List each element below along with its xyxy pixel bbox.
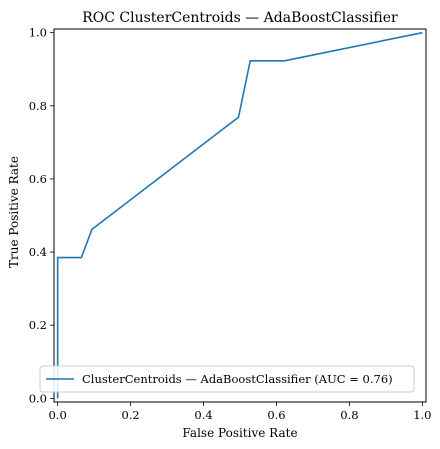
y-tick-label: 1.0	[29, 26, 47, 40]
y-axis-ticks: 0.0 0.2 0.4 0.6 0.8 1.0	[29, 26, 54, 405]
y-tick-label: 0.6	[29, 172, 47, 186]
y-axis-label: True Positive Rate	[7, 156, 21, 268]
legend-label: ClusterCentroids — AdaBoostClassifier (A…	[82, 372, 393, 386]
y-tick-label: 0.4	[29, 245, 47, 259]
y-tick-label: 0.2	[29, 318, 47, 332]
legend-box	[39, 365, 415, 393]
x-axis-ticks: 0.0 0.2 0.4 0.6 0.8 1.0	[48, 402, 432, 422]
x-tick-label: 1.0	[413, 408, 431, 422]
axes-frame	[53, 28, 427, 403]
roc-curve-line	[56, 31, 423, 399]
x-tick-label: 0.8	[340, 408, 358, 422]
legend: ClusterCentroids — AdaBoostClassifier (A…	[39, 365, 415, 393]
x-tick-label: 0.4	[194, 408, 212, 422]
chart-title: ROC ClusterCentroids — AdaBoostClassifie…	[82, 10, 398, 26]
y-tick-label: 0.8	[29, 99, 47, 113]
x-axis-label: False Positive Rate	[182, 426, 297, 440]
plot-area	[53, 28, 427, 403]
x-tick-label: 0.2	[121, 408, 139, 422]
x-tick-label: 0.6	[267, 408, 285, 422]
x-tick-label: 0.0	[48, 408, 66, 422]
y-tick-label: 0.0	[29, 391, 47, 405]
